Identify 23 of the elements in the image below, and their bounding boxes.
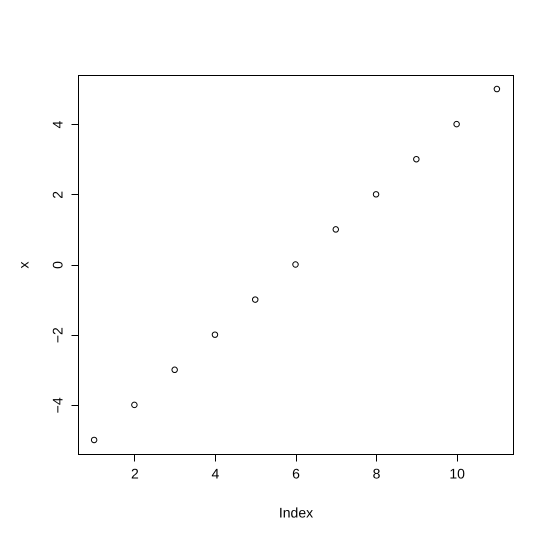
point: [292, 261, 299, 268]
point: [332, 226, 340, 233]
point: [453, 120, 460, 128]
x-tick-label: 2: [130, 466, 139, 482]
point: [413, 156, 420, 162]
point: [494, 86, 500, 92]
x-tick-label: 8: [372, 466, 381, 482]
y-tick-label: 0: [50, 260, 66, 269]
x-tick-label: 10: [449, 466, 466, 482]
y-tick-label: 4: [50, 120, 66, 129]
point: [171, 366, 178, 374]
point: [212, 331, 218, 338]
y-tick-label: −4: [50, 397, 66, 414]
y-axis-title: x: [16, 262, 32, 268]
point: [372, 191, 380, 198]
x-tick-label: 6: [292, 466, 300, 482]
y-tick-label: −2: [50, 326, 66, 344]
y-tick-label: 2: [50, 190, 66, 199]
point: [252, 296, 258, 303]
x-tick-label: 4: [212, 466, 220, 482]
x-axis-title: Index: [278, 504, 314, 520]
point: [90, 436, 98, 444]
point: [131, 402, 138, 408]
